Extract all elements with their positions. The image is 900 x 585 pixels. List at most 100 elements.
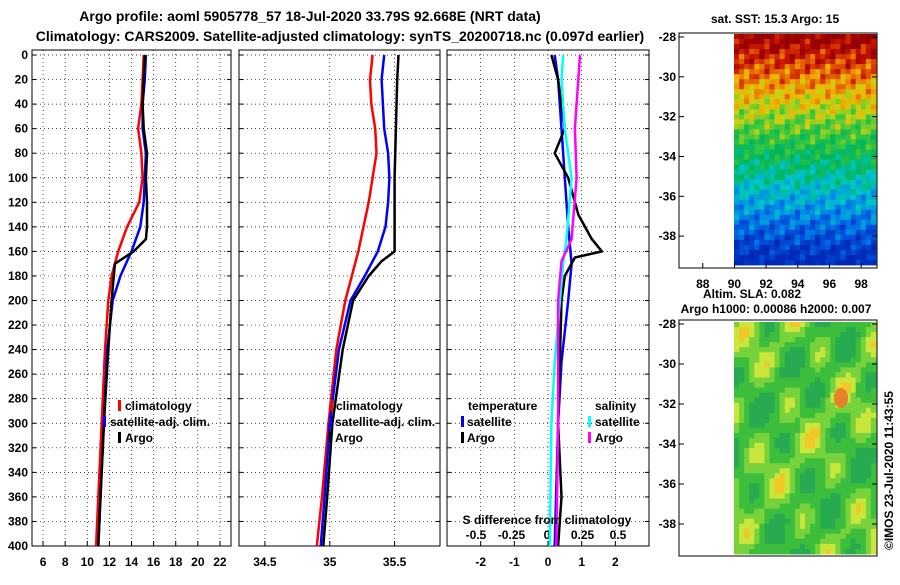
sla-cell <box>739 422 745 429</box>
sla-cell <box>739 463 745 469</box>
sst-cell <box>830 64 836 70</box>
depth-tick-label: 60 <box>15 122 29 136</box>
sla-cell <box>784 417 791 424</box>
sla-cell <box>805 453 811 459</box>
sla-cell <box>860 498 867 504</box>
sst-cell <box>734 144 740 150</box>
sla-cell <box>865 503 872 510</box>
sla-cell <box>820 327 826 333</box>
sst-cell <box>855 134 862 140</box>
sst-cell <box>820 39 826 45</box>
sst-cell <box>855 154 862 160</box>
temp-xtick-label: 8 <box>62 555 69 569</box>
sst-cell <box>805 219 811 226</box>
sla-cell <box>784 483 791 489</box>
sla-cell <box>759 508 765 515</box>
sst-cell <box>870 149 877 155</box>
sla-cell <box>774 523 781 530</box>
sst-cell <box>744 169 750 176</box>
sla-cell <box>754 518 760 525</box>
sst-cell <box>855 129 862 135</box>
sst-cell <box>830 259 836 266</box>
sla-cell <box>805 402 811 409</box>
sla-cell <box>805 357 811 363</box>
sla-cell <box>835 337 841 343</box>
sst-cell <box>820 144 826 150</box>
sla-cell <box>830 448 836 454</box>
sla-cell <box>825 367 831 373</box>
sla-cell <box>779 362 786 368</box>
sst-cell <box>784 94 791 100</box>
sla-cell <box>860 528 867 535</box>
sst-cell <box>779 154 786 160</box>
sla-cell <box>799 488 806 494</box>
sla-cell <box>830 538 836 545</box>
sla-cell <box>739 367 745 373</box>
sla-cell <box>749 432 755 439</box>
sla-cell <box>815 443 821 449</box>
sla-cell <box>779 513 786 520</box>
sla-cell <box>810 337 816 343</box>
sla-cell <box>805 377 811 383</box>
sst-cell <box>774 189 781 196</box>
sla-cell <box>855 372 862 378</box>
sla-cell <box>769 412 775 419</box>
sst-cell <box>835 74 841 80</box>
sst-cell <box>779 159 786 165</box>
sla-cell <box>805 523 811 530</box>
sst-cell <box>734 209 740 216</box>
sst-cell <box>734 69 740 75</box>
sst-cell <box>749 214 755 221</box>
sst-cell <box>825 224 831 231</box>
sla-cell <box>734 463 740 469</box>
sla-cell <box>784 372 791 378</box>
sst-cell <box>835 139 841 145</box>
sla-cell <box>820 357 826 363</box>
sla-cell <box>734 337 740 343</box>
sla-cell <box>779 478 786 484</box>
sla-cell <box>774 347 781 353</box>
sla-cell <box>835 453 841 459</box>
sla-cell <box>789 548 796 555</box>
sla-cell <box>789 503 796 510</box>
sla-cell <box>810 548 816 555</box>
sla-cell <box>810 412 816 419</box>
sla-cell <box>789 432 796 439</box>
sst-cell <box>769 149 775 155</box>
sst-cell <box>815 49 821 55</box>
sla-cell <box>810 453 816 459</box>
sla-cell <box>794 347 801 353</box>
temp-xtick-label: 6 <box>40 555 47 569</box>
sst-cell <box>749 54 755 60</box>
sla-cell <box>840 508 846 515</box>
sla-cell <box>769 402 775 409</box>
sst-cell <box>754 44 760 50</box>
sst-cell <box>759 119 765 125</box>
sst-cell <box>789 144 796 150</box>
sla-cell <box>749 337 755 343</box>
sst-cell <box>789 154 796 160</box>
sla-cell <box>789 538 796 545</box>
sst-cell <box>754 134 760 140</box>
sst-cell <box>865 189 872 196</box>
sla-cell <box>830 468 836 474</box>
sla-cell <box>799 397 806 404</box>
sla-cell <box>810 417 816 424</box>
sla-cell <box>825 438 831 444</box>
sst-cell <box>769 174 775 181</box>
sst-cell <box>779 149 786 155</box>
sla-cell <box>810 493 816 499</box>
sst-cell <box>865 259 872 266</box>
sla-cell <box>860 407 867 414</box>
sst-cell <box>830 219 836 226</box>
sst-cell <box>825 174 831 181</box>
sst-cell <box>794 179 801 186</box>
sst-cell <box>739 144 745 150</box>
sla-cell <box>855 407 862 414</box>
sst-cell <box>830 244 836 251</box>
sla-cell <box>759 533 765 540</box>
sst-cell <box>769 224 775 231</box>
sst-cell <box>845 99 852 105</box>
sst-cell <box>815 54 821 60</box>
sst-cell <box>845 49 852 55</box>
